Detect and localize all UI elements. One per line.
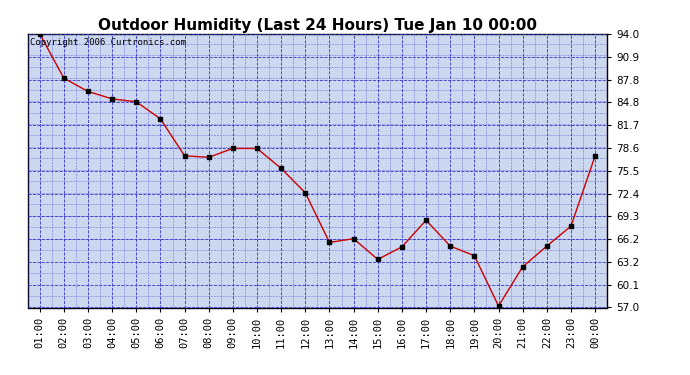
Title: Outdoor Humidity (Last 24 Hours) Tue Jan 10 00:00: Outdoor Humidity (Last 24 Hours) Tue Jan…: [98, 18, 537, 33]
Text: Copyright 2006 Curtronics.com: Copyright 2006 Curtronics.com: [30, 38, 186, 47]
